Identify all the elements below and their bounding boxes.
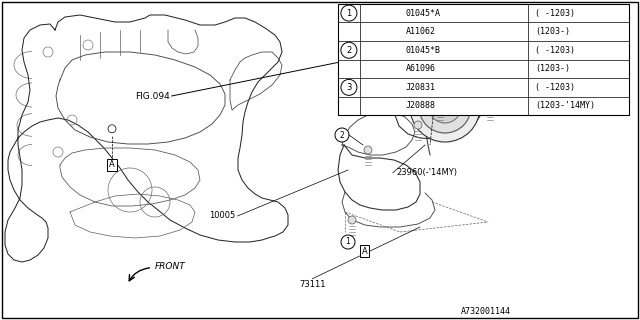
Text: 2: 2 xyxy=(346,46,351,55)
Circle shape xyxy=(437,99,453,115)
Text: J20831: J20831 xyxy=(406,83,436,92)
Text: FRONT: FRONT xyxy=(156,262,186,271)
Text: ( -1203): ( -1203) xyxy=(535,83,575,92)
Bar xyxy=(338,4,629,115)
Text: (1203-'14MY): (1203-'14MY) xyxy=(535,101,595,110)
Circle shape xyxy=(355,38,395,78)
Text: (1203-): (1203-) xyxy=(535,27,570,36)
Circle shape xyxy=(108,125,116,133)
Circle shape xyxy=(436,101,444,109)
Text: A: A xyxy=(109,160,115,169)
Text: J20888: J20888 xyxy=(406,101,436,110)
Text: ( -1203): ( -1203) xyxy=(535,46,575,55)
Text: FIG.094: FIG.094 xyxy=(135,92,170,100)
Text: 2: 2 xyxy=(340,131,344,140)
Circle shape xyxy=(367,98,381,112)
Circle shape xyxy=(429,91,461,123)
Circle shape xyxy=(363,46,387,70)
Text: 3: 3 xyxy=(372,100,376,109)
Text: 10005: 10005 xyxy=(209,212,236,220)
Circle shape xyxy=(370,53,380,63)
Circle shape xyxy=(442,104,448,110)
Circle shape xyxy=(486,101,494,109)
Text: 3: 3 xyxy=(346,83,351,92)
Circle shape xyxy=(335,128,349,142)
Text: A: A xyxy=(362,247,367,256)
Circle shape xyxy=(348,216,356,224)
Circle shape xyxy=(503,95,517,109)
Text: 23960(-'14MY): 23960(-'14MY) xyxy=(397,168,458,177)
Text: 73111: 73111 xyxy=(299,280,326,289)
Circle shape xyxy=(410,72,480,142)
Text: 1: 1 xyxy=(346,237,350,246)
Circle shape xyxy=(341,79,357,95)
Circle shape xyxy=(341,5,357,21)
Text: A11062: A11062 xyxy=(406,27,436,36)
Circle shape xyxy=(419,81,471,133)
Text: A732001144: A732001144 xyxy=(461,307,511,316)
Circle shape xyxy=(364,146,372,154)
Text: A61096: A61096 xyxy=(406,64,436,73)
Text: 1: 1 xyxy=(508,98,513,107)
Text: ( -1203): ( -1203) xyxy=(535,9,575,18)
Circle shape xyxy=(471,83,485,97)
Text: 01045*B: 01045*B xyxy=(406,46,441,55)
Circle shape xyxy=(341,235,355,249)
Text: 1: 1 xyxy=(346,9,351,18)
Text: 3: 3 xyxy=(476,85,481,94)
Circle shape xyxy=(414,121,422,129)
Text: 01045*A: 01045*A xyxy=(406,9,441,18)
Text: (1203-): (1203-) xyxy=(535,64,570,73)
Circle shape xyxy=(341,42,357,58)
